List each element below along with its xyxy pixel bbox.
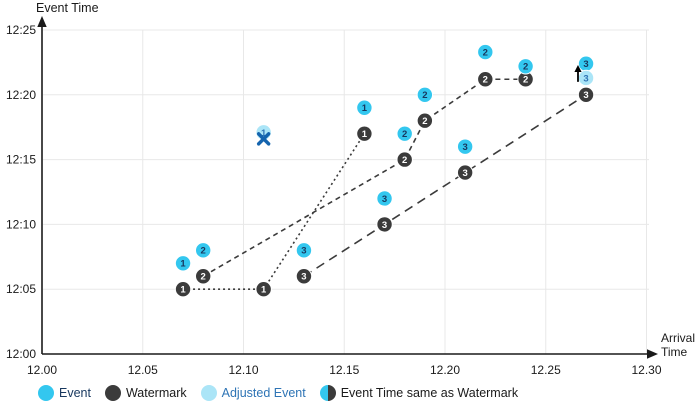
event-point-number: 1 <box>180 259 186 270</box>
legend-swatch-event-icon <box>38 385 54 401</box>
legend-item: Event Time same as Watermark <box>319 385 519 401</box>
watermark-point-number: 2 <box>422 116 427 127</box>
watermark-point-number: 1 <box>362 129 368 140</box>
watermark-point <box>195 268 212 285</box>
y-axis-arrow-icon <box>37 16 47 27</box>
legend-label: Event <box>59 386 91 400</box>
watermark-point <box>356 125 373 142</box>
watermark-point-number: 3 <box>583 90 588 101</box>
legend-swatch-watermark-icon <box>104 385 121 401</box>
legend-swatch-half-icon <box>319 385 336 401</box>
event-point <box>174 255 192 272</box>
legend-swatch-adjusted-icon <box>200 385 217 401</box>
event-point <box>295 242 313 259</box>
watermark-point <box>396 151 413 168</box>
x-marker-icon <box>256 132 271 146</box>
watermark-point <box>174 281 192 298</box>
y-tick-label: 12:20 <box>6 88 36 102</box>
watermark-point-number: 3 <box>382 220 387 231</box>
event-point-number: 2 <box>402 129 407 140</box>
adjusted-event-point-number: 3 <box>583 73 588 84</box>
watermark-point <box>255 281 272 298</box>
event-point <box>396 125 413 142</box>
x-tick-label: 12.20 <box>430 363 460 377</box>
y-tick-label: 12:15 <box>6 153 36 167</box>
watermark-line-2 <box>202 78 526 277</box>
event-point <box>195 242 212 259</box>
event-point <box>416 86 434 104</box>
event-point <box>477 43 494 61</box>
watermark-point-number: 1 <box>180 285 186 296</box>
y-tick-label: 12:10 <box>6 217 36 231</box>
event-point <box>376 190 393 207</box>
legend-item: Adjusted Event <box>200 385 306 401</box>
x-tick-label: 12.15 <box>329 363 359 377</box>
watermark-point-number: 3 <box>301 272 306 283</box>
watermark-point-number: 3 <box>463 168 468 179</box>
watermark-point <box>416 112 434 129</box>
watermark-point-number: 1 <box>261 285 267 296</box>
watermark-point-number: 2 <box>523 75 528 86</box>
event-point-number: 2 <box>201 246 206 257</box>
event-point-number: 1 <box>362 103 368 114</box>
x-tick-label: 12.05 <box>128 363 158 377</box>
event-point-number: 2 <box>422 90 427 101</box>
x-tick-label: 12.30 <box>631 363 661 377</box>
x-tick-label: 12.00 <box>27 363 57 377</box>
watermark-point <box>577 86 595 104</box>
watermark-point <box>295 268 313 285</box>
event-point-number: 3 <box>583 59 588 70</box>
event-point <box>356 99 373 116</box>
x-tick-label: 12.10 <box>228 363 258 377</box>
adjusted-event-point-number: 1 <box>261 128 267 139</box>
y-tick-label: 12:00 <box>6 347 36 361</box>
watermark-point <box>376 216 393 233</box>
y-axis-title: Event Time <box>36 1 99 15</box>
legend-item: Watermark <box>104 385 187 401</box>
event-point-number: 3 <box>463 142 468 153</box>
y-tick-label: 12:25 <box>6 23 36 37</box>
watermark-point-number: 2 <box>402 155 407 166</box>
up-arrow-icon <box>574 64 582 72</box>
legend-label: Watermark <box>125 386 187 400</box>
x-axis-title: Arrival Time <box>661 331 696 360</box>
event-point-number: 3 <box>301 246 306 257</box>
watermark-point-number: 2 <box>201 272 206 283</box>
x-axis-arrow-icon <box>647 349 658 359</box>
event-point <box>456 138 474 155</box>
watermark-point <box>456 164 474 181</box>
watermark-line-1 <box>183 133 366 291</box>
y-tick-label: 12:05 <box>6 282 36 296</box>
event-point <box>517 58 534 75</box>
legend-item: Event <box>38 385 91 401</box>
watermark-point <box>477 71 494 88</box>
watermark-line-3 <box>303 94 587 277</box>
event-point-number: 2 <box>483 47 488 58</box>
legend-label: Event Time same as Watermark <box>340 386 519 400</box>
x-tick-label: 12.25 <box>531 363 561 377</box>
legend-label: Adjusted Event <box>221 386 306 400</box>
event-point-number: 3 <box>382 194 387 205</box>
legend: Event Watermark Adjusted Event Event Time s… <box>38 383 518 403</box>
watermark-point-number: 2 <box>483 75 488 86</box>
event-point-number: 2 <box>523 62 528 73</box>
